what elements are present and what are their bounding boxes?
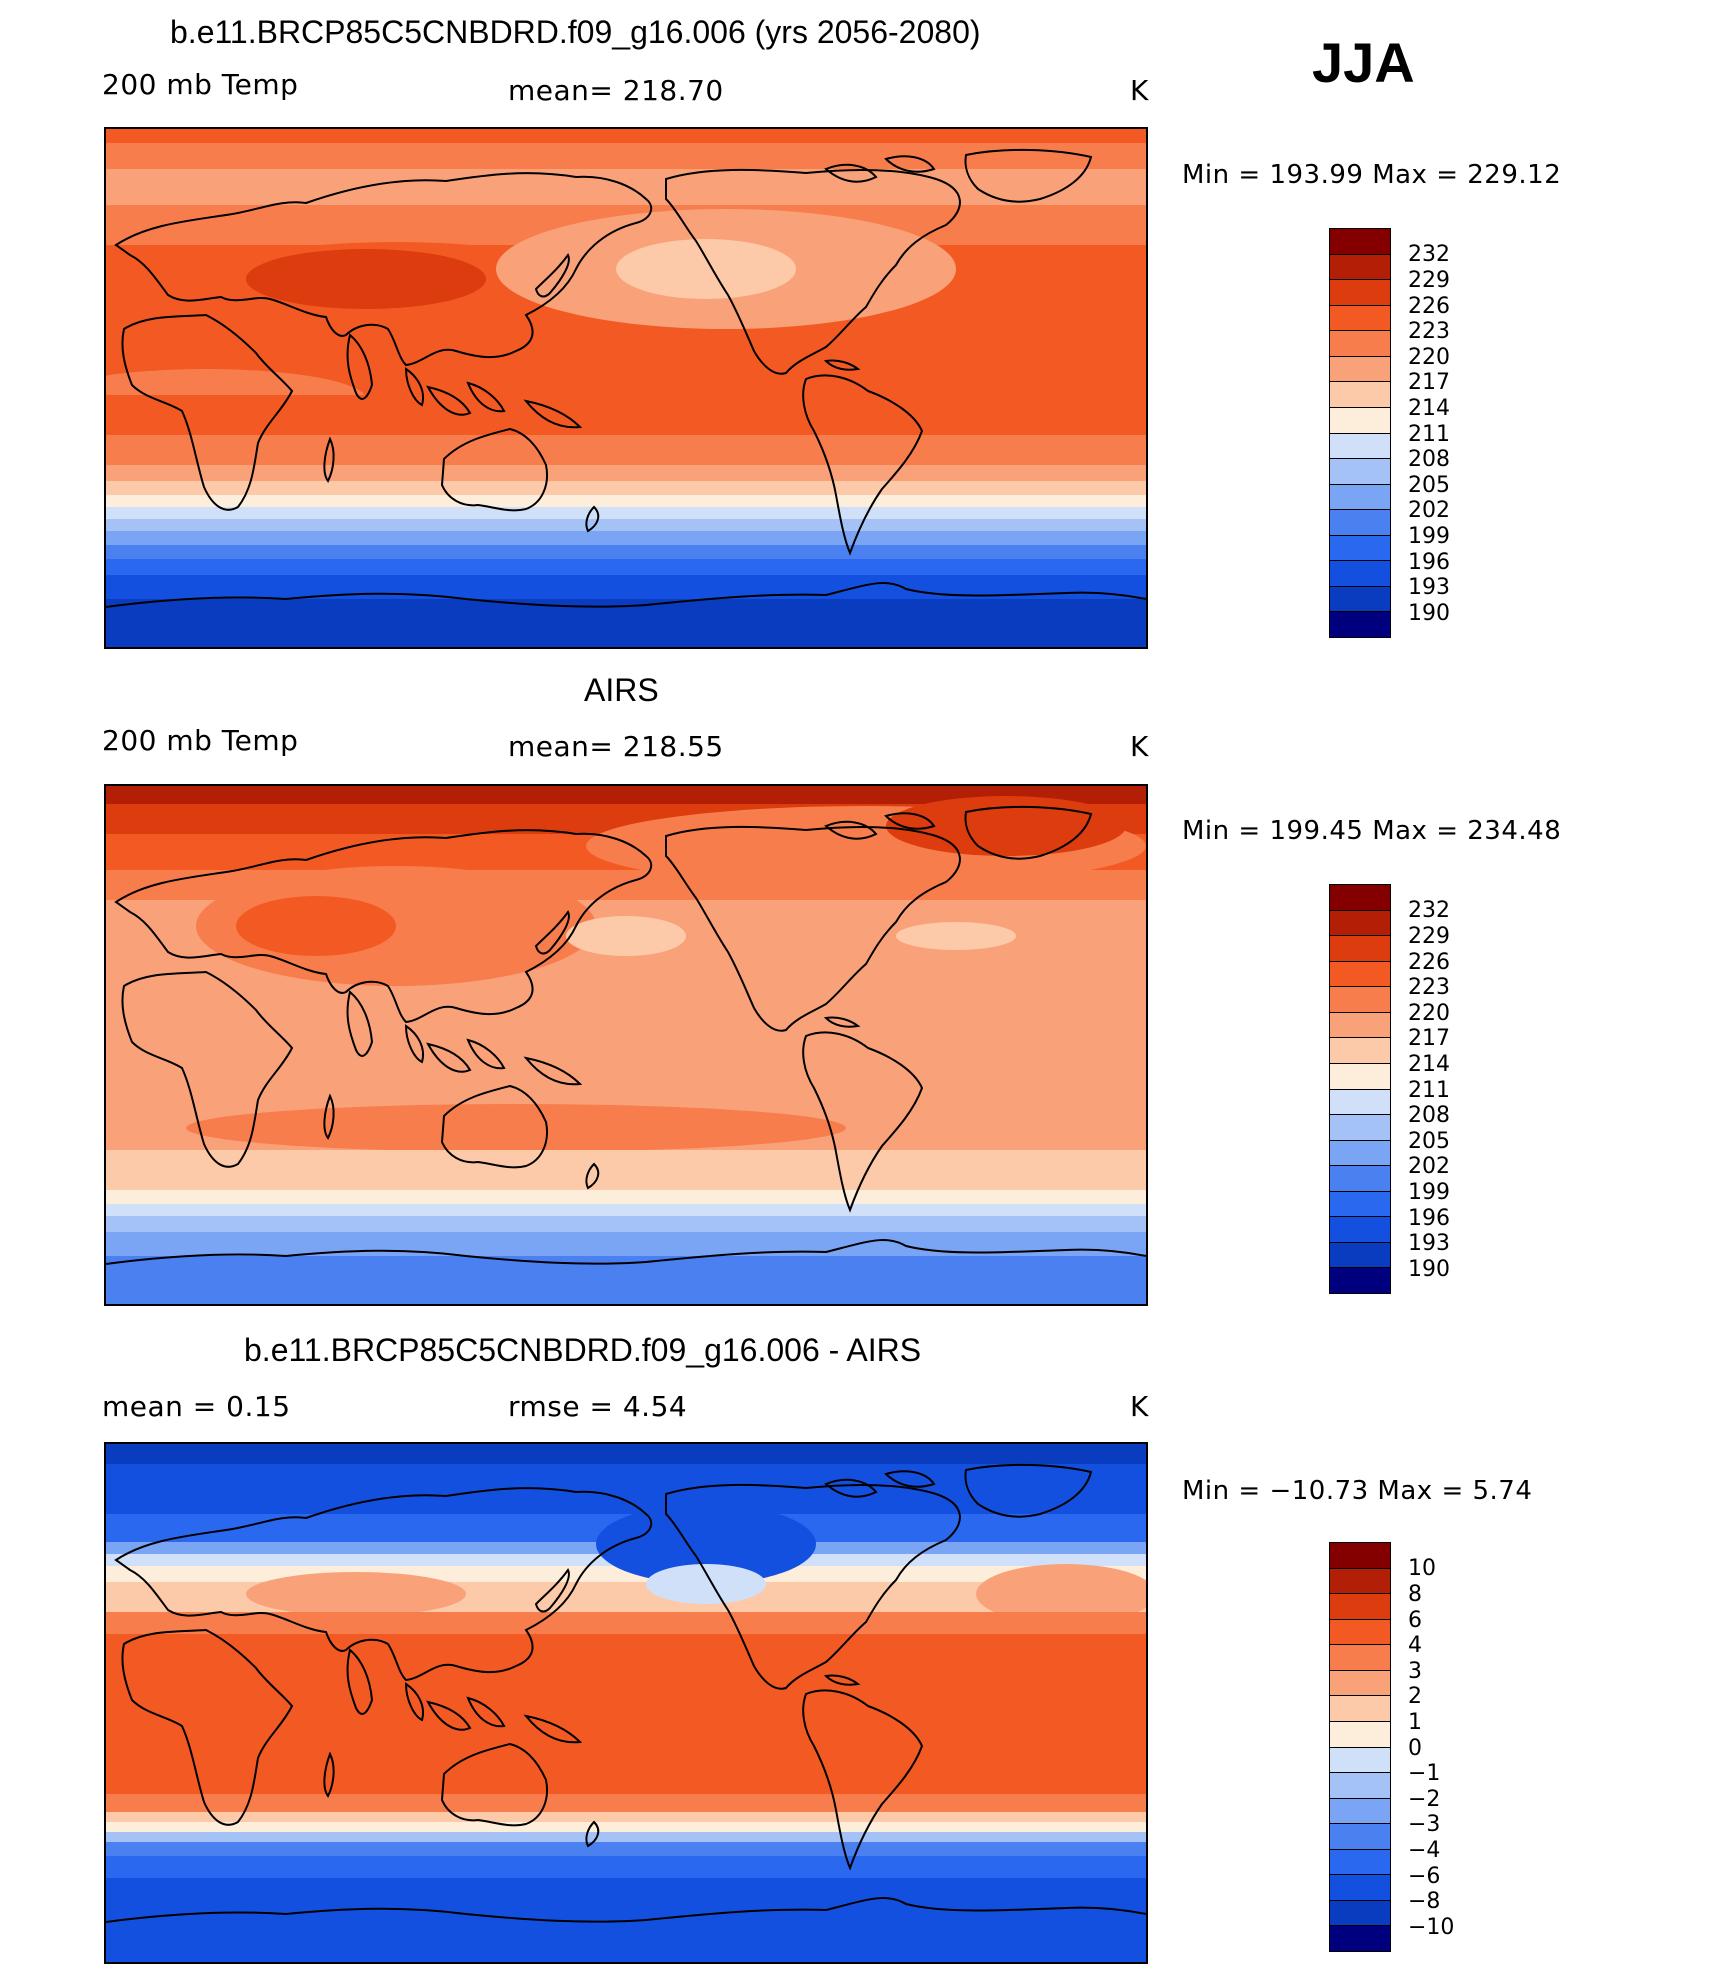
- colorbar-tick: 190: [1408, 1257, 1450, 1282]
- colorbar-tick: 208: [1408, 447, 1450, 472]
- colorbar-tick: 226: [1408, 294, 1450, 319]
- colorbar-tick: 202: [1408, 1154, 1450, 1179]
- colorbar-tick: 4: [1408, 1633, 1422, 1658]
- colorbar-tick: 8: [1408, 1582, 1422, 1607]
- colorbar-tick: −3: [1408, 1812, 1441, 1837]
- map-panel-model: [104, 127, 1148, 649]
- colorbar-tick: 211: [1408, 1078, 1450, 1103]
- colorbar-tick: 193: [1408, 575, 1450, 600]
- colorbar-tick: 2: [1408, 1684, 1422, 1709]
- colorbar-tick: 6: [1408, 1608, 1422, 1633]
- colorbar-tick: 193: [1408, 1231, 1450, 1256]
- panel-title-diff: b.e11.BRCP85C5CNBDRD.f09_g16.006 - AIRS: [244, 1332, 922, 1368]
- colorbar-tick: −10: [1408, 1915, 1455, 1940]
- colorbar-tick: 196: [1408, 1206, 1450, 1231]
- units-label-obs: K: [1130, 730, 1149, 763]
- colorbar-tick: 232: [1408, 242, 1450, 267]
- colorbar-tick: 226: [1408, 950, 1450, 975]
- colorbar-tick: 220: [1408, 1001, 1450, 1026]
- map-panel-diff: [104, 1442, 1148, 1964]
- colorbar-tick: 199: [1408, 524, 1450, 549]
- units-label-model: K: [1130, 74, 1149, 107]
- colorbar-tick: 190: [1408, 601, 1450, 626]
- colorbar-tick: 3: [1408, 1659, 1422, 1684]
- colorbar-tick: −6: [1408, 1864, 1441, 1889]
- minmax-label-model: Min = 193.99 Max = 229.12: [1182, 160, 1562, 190]
- minmax-label-obs: Min = 199.45 Max = 234.48: [1182, 816, 1562, 846]
- colorbar-tick: 214: [1408, 396, 1450, 421]
- colorbar-tick: 229: [1408, 268, 1450, 293]
- colorbar-model: [1329, 228, 1391, 638]
- colorbar-tick: 220: [1408, 345, 1450, 370]
- colorbar-tick: 196: [1408, 550, 1450, 575]
- colorbar-tick: 217: [1408, 1026, 1450, 1051]
- map-panel-obs: [104, 784, 1148, 1306]
- panel-title-obs: AIRS: [584, 672, 659, 708]
- mean-label-model: mean= 218.70: [508, 74, 724, 107]
- variable-label-obs: 200 mb Temp: [102, 724, 299, 757]
- minmax-label-diff: Min = −10.73 Max = 5.74: [1182, 1476, 1533, 1506]
- mean-label-obs: mean= 218.55: [508, 730, 724, 763]
- colorbar-tick: 199: [1408, 1180, 1450, 1205]
- colorbar-tick: 208: [1408, 1103, 1450, 1128]
- colorbar-tick: 205: [1408, 473, 1450, 498]
- variable-label-model: 200 mb Temp: [102, 68, 299, 101]
- colorbar-tick: 0: [1408, 1736, 1422, 1761]
- colorbar-obs: [1329, 884, 1391, 1294]
- colorbar-diff: [1329, 1542, 1391, 1952]
- colorbar-tick: 1: [1408, 1710, 1422, 1735]
- rmse-label-diff: rmse = 4.54: [508, 1390, 688, 1423]
- units-label-diff: K: [1130, 1390, 1149, 1423]
- colorbar-tick: −2: [1408, 1787, 1441, 1812]
- colorbar-tick: 229: [1408, 924, 1450, 949]
- colorbar-tick: 232: [1408, 898, 1450, 923]
- colorbar-tick: 211: [1408, 422, 1450, 447]
- colorbar-tick: −8: [1408, 1889, 1441, 1914]
- colorbar-tick: 217: [1408, 370, 1450, 395]
- colorbar-tick: 205: [1408, 1129, 1450, 1154]
- mean-label-diff: mean = 0.15: [102, 1390, 291, 1423]
- colorbar-tick: 223: [1408, 319, 1450, 344]
- season-label: JJA: [1312, 31, 1415, 94]
- colorbar-tick: −4: [1408, 1838, 1441, 1863]
- colorbar-tick: 214: [1408, 1052, 1450, 1077]
- panel-title-model: b.e11.BRCP85C5CNBDRD.f09_g16.006 (yrs 20…: [170, 14, 981, 50]
- colorbar-tick: −1: [1408, 1761, 1441, 1786]
- colorbar-tick: 10: [1408, 1556, 1436, 1581]
- colorbar-tick: 223: [1408, 975, 1450, 1000]
- colorbar-tick: 202: [1408, 498, 1450, 523]
